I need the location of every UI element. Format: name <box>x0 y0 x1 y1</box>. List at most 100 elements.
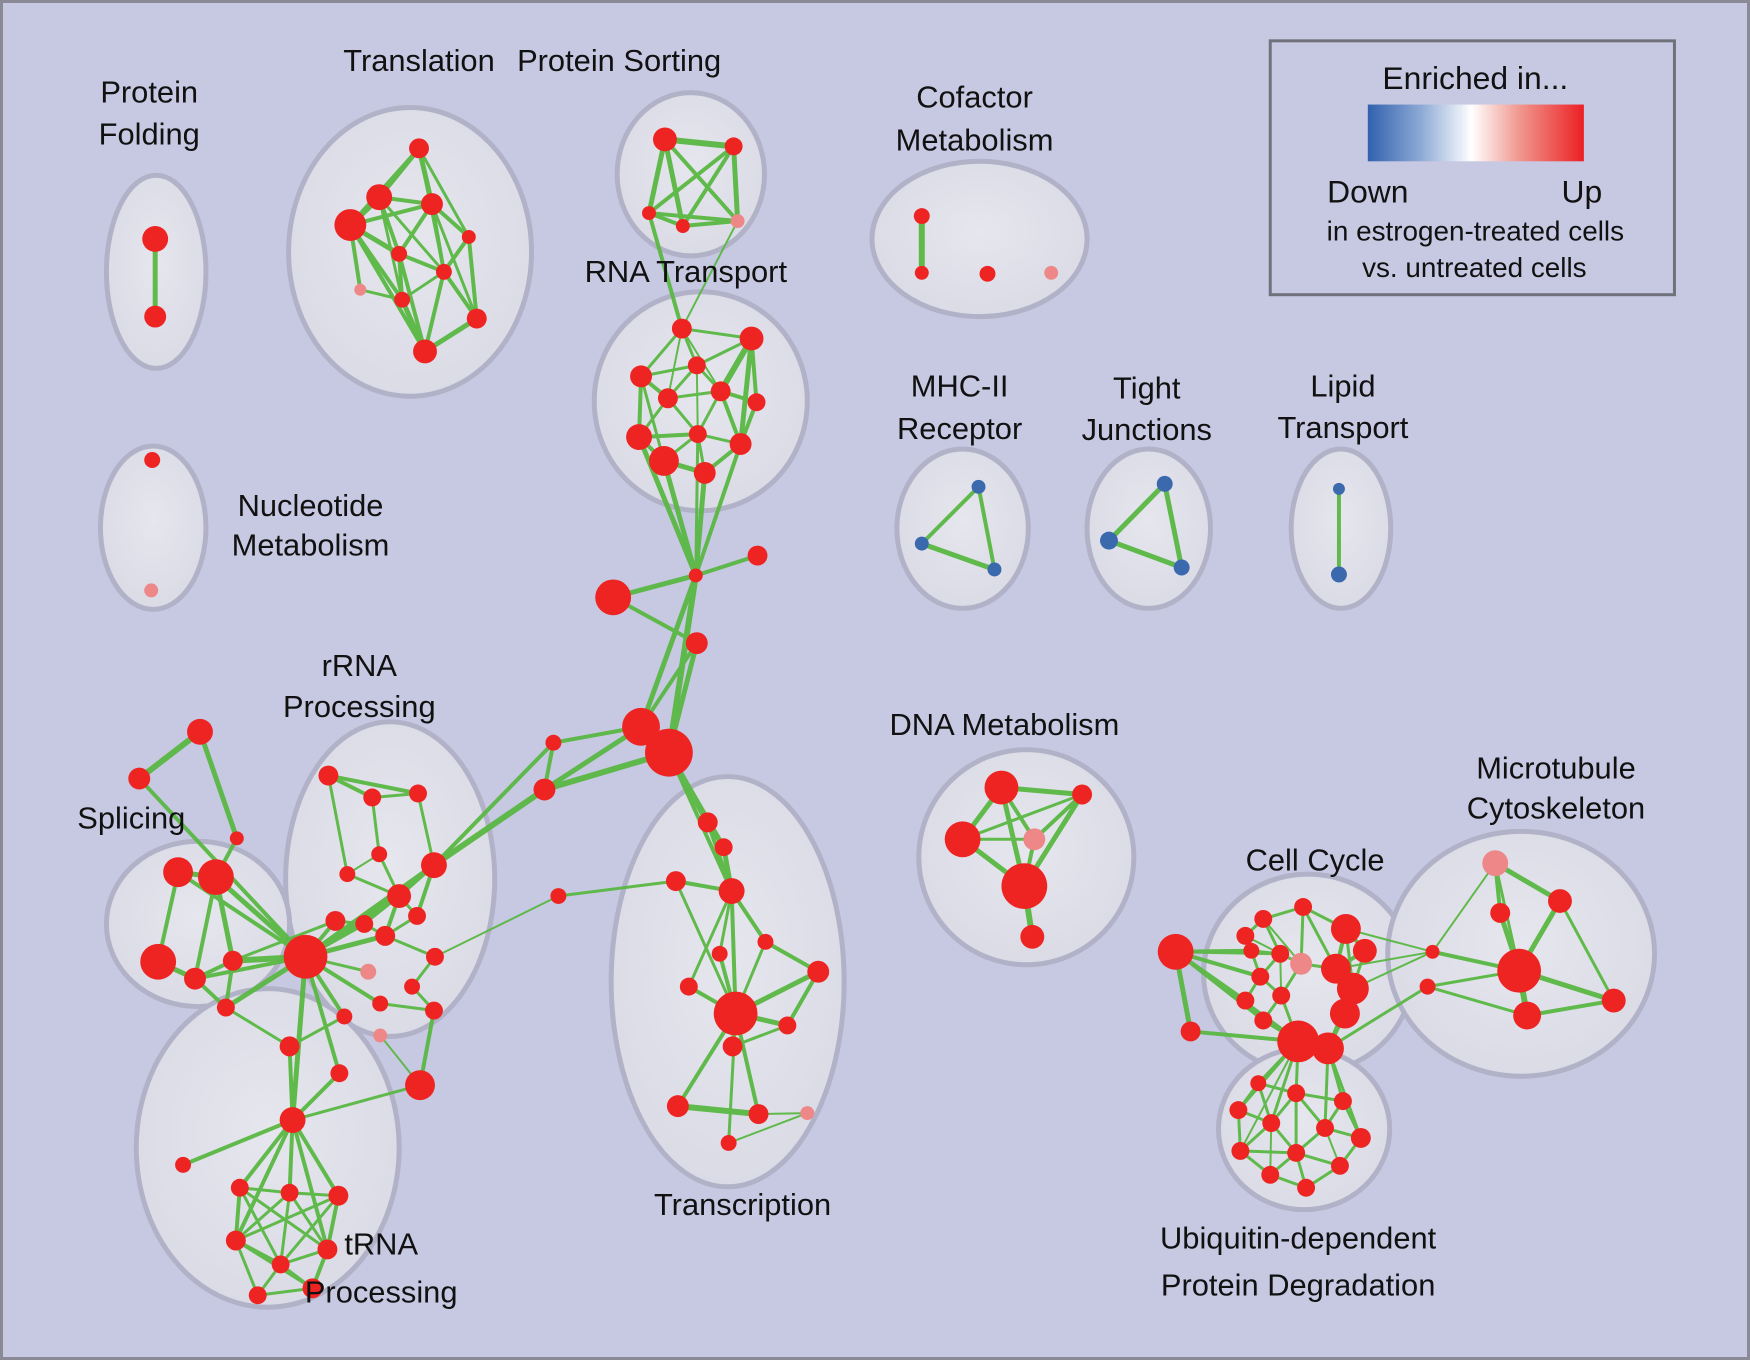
edge-rt7-x0 <box>636 434 699 578</box>
node-sp5 <box>140 943 177 980</box>
node-rt1 <box>739 326 764 351</box>
node-dm5 <box>1020 924 1045 949</box>
node-ps4 <box>730 214 745 229</box>
node-ps1 <box>724 137 743 156</box>
cluster-label-microtubule-cytoskeleton: Microtubule Cytoskeleton <box>1467 751 1645 826</box>
legend-up-label: Up <box>1562 174 1603 210</box>
node-cf0 <box>913 208 930 225</box>
node-rt4 <box>657 388 678 409</box>
node-ts10 <box>722 1036 743 1057</box>
node-sp3 <box>163 857 194 888</box>
node-k2 <box>550 888 567 905</box>
node-cf1 <box>914 265 929 280</box>
node-dm1 <box>1072 784 1093 805</box>
node-ts7 <box>807 960 830 983</box>
node-ts4 <box>711 945 728 962</box>
node-a22 <box>405 1070 435 1101</box>
edge-ts13-ts14 <box>727 1112 809 1144</box>
node-cciso <box>1157 933 1194 970</box>
edge-sp7-a11 <box>231 919 337 963</box>
cluster-label-cell-cycle: Cell Cycle <box>1246 842 1385 877</box>
edge-mh1-mh2 <box>919 541 997 572</box>
legend-title: Enriched in... <box>1382 60 1568 96</box>
edge-tr6-tr10 <box>423 269 446 354</box>
node-ub9 <box>1261 1165 1280 1184</box>
node-ts11 <box>666 1095 689 1118</box>
edge-a22-thub <box>291 1083 422 1122</box>
legend: Enriched in... Down Up in estrogen-treated … <box>1268 39 1676 297</box>
node-mh2 <box>987 562 1002 577</box>
node-nm0 <box>144 452 161 468</box>
node-ts9 <box>778 1016 797 1035</box>
node-x0 <box>688 568 703 583</box>
node-cc7 <box>1290 952 1313 975</box>
node-sp8 <box>216 998 235 1017</box>
legend-subtitle-line1: in estrogen-treated cells <box>1327 215 1624 246</box>
node-tj2 <box>1173 559 1190 576</box>
node-a1 <box>318 765 339 786</box>
cluster-label-tight-junctions: Tight Junctions <box>1082 370 1212 447</box>
cluster-label-trna-processing: tRNA Processing <box>305 1227 458 1310</box>
node-tr10 <box>413 339 437 364</box>
network-canvas: Protein Folding Translation Protein Sorting… <box>77 39 1676 1310</box>
node-sp2 <box>229 831 244 846</box>
node-k0 <box>545 734 562 751</box>
node-ts3 <box>718 878 745 905</box>
node-rt10 <box>649 446 679 476</box>
edge-mh0-mh1 <box>919 484 981 546</box>
node-u2 <box>328 1185 349 1206</box>
node-a9 <box>355 914 374 933</box>
edge-a1-a5 <box>326 774 349 876</box>
edge-thub-u2 <box>290 1118 341 1198</box>
node-cc3 <box>1330 913 1361 944</box>
legend-gradient-bar <box>1367 104 1584 162</box>
node-ts12 <box>748 1104 769 1125</box>
node-ts2 <box>665 871 686 892</box>
node-ts5 <box>757 933 774 950</box>
node-a18 <box>373 1028 388 1043</box>
node-cc2 <box>1294 898 1313 916</box>
edge-a7-B <box>303 862 437 960</box>
node-tr6 <box>435 263 452 280</box>
node-ps2 <box>642 206 656 221</box>
node-a15 <box>372 995 389 1012</box>
edge-ps1-ps3 <box>680 144 736 229</box>
node-ub0 <box>1250 1075 1267 1092</box>
edge-ps0-ps3 <box>662 136 686 229</box>
edge-mtc2-mt4 <box>1426 985 1529 1018</box>
node-rt3 <box>630 365 652 388</box>
node-a17 <box>336 1008 353 1025</box>
edge-mt4-mt5 <box>1525 998 1616 1018</box>
legend-down-label: Down <box>1327 174 1408 210</box>
node-h1 <box>645 728 693 777</box>
edge-ps3-ps4 <box>680 219 740 229</box>
node-mh1 <box>914 536 929 551</box>
node-dm0 <box>984 770 1019 805</box>
edge-rt9-x0 <box>693 442 743 578</box>
edge-a12-k2 <box>433 895 560 958</box>
node-ub3 <box>1229 1101 1248 1120</box>
node-sp4 <box>198 859 234 896</box>
edge-a1-a3 <box>326 773 421 796</box>
node-u6 <box>248 1286 267 1305</box>
node-cc15 <box>1180 1021 1201 1042</box>
node-lt1 <box>1330 566 1347 583</box>
edge-u2-u5 <box>279 1194 340 1266</box>
node-cc11 <box>1236 991 1255 1010</box>
node-ub1 <box>1287 1084 1306 1103</box>
edge-tr3-tr10 <box>348 223 427 354</box>
node-rt2 <box>687 356 706 375</box>
edge-thub-u3 <box>233 1118 295 1243</box>
node-ub8 <box>1350 1128 1371 1148</box>
cluster-ellipse-tight-junctions <box>1084 446 1214 611</box>
node-mt1 <box>1548 889 1572 913</box>
node-a21 <box>330 1064 349 1083</box>
node-cc5 <box>1243 942 1260 959</box>
node-ps0 <box>652 127 677 152</box>
node-x3 <box>685 632 708 655</box>
edge-ps0-ps4 <box>662 137 740 224</box>
node-ts13 <box>800 1106 815 1121</box>
edge-a2-a4 <box>370 795 381 856</box>
edge-u2-u3 <box>234 1194 340 1243</box>
edge-ps1-ps4 <box>731 143 741 224</box>
